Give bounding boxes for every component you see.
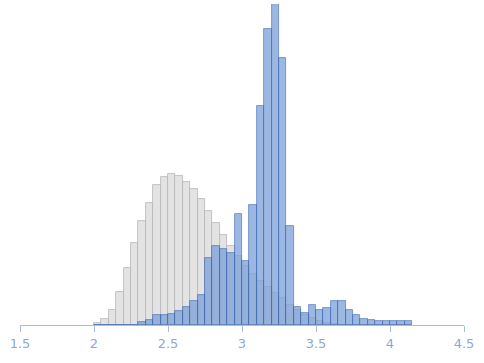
svg-text:1.5: 1.5	[10, 336, 31, 351]
svg-text:2: 2	[90, 336, 98, 351]
svg-text:3: 3	[238, 336, 246, 351]
svg-text:4: 4	[386, 336, 394, 351]
svg-text:3.5: 3.5	[306, 336, 327, 351]
svg-text:2.5: 2.5	[158, 336, 179, 351]
svg-text:4.5: 4.5	[454, 336, 475, 351]
